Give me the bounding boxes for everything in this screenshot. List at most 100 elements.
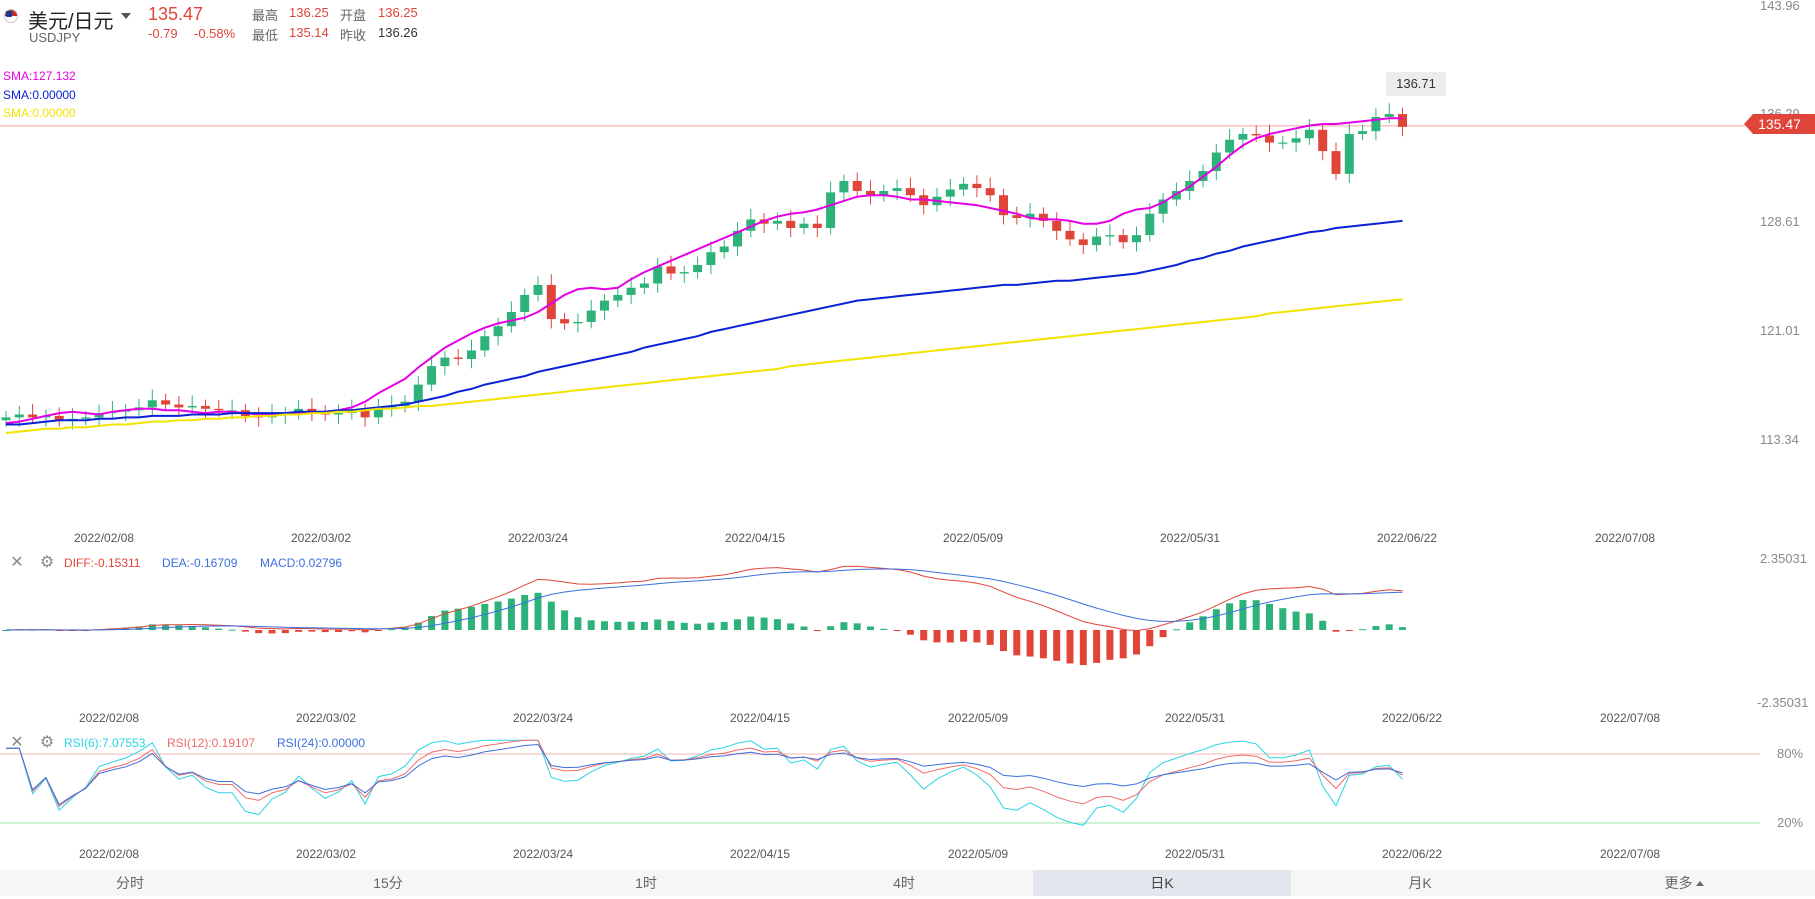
pair-name[interactable]: 美元/日元 (28, 11, 114, 33)
macd-bar (348, 630, 356, 632)
macd-bar (893, 630, 901, 631)
macd-bar (268, 630, 276, 634)
macd-bar (521, 594, 529, 630)
date-axis-label: 2022/02/08 (74, 531, 135, 545)
macd-bar (308, 630, 316, 632)
candle-body (586, 310, 596, 322)
candle-body (1278, 142, 1288, 144)
timeframe-tab-monthly[interactable]: 月K (1408, 875, 1432, 891)
macd-bar (906, 630, 914, 635)
symbol-code: USDJPY (29, 30, 81, 45)
macd-bar (175, 625, 183, 630)
candle-body (413, 384, 423, 402)
macd-bar (1332, 630, 1340, 632)
candle-body (799, 223, 809, 228)
candle-body (1038, 213, 1048, 221)
macd-bar (534, 592, 542, 630)
high-value: 136.25 (289, 5, 329, 20)
rsi-level-80: 80% (1777, 746, 1804, 761)
macd-bar (1226, 603, 1234, 630)
macd-bar (601, 621, 608, 630)
kline-chart[interactable] (0, 0, 1815, 870)
candle-body (653, 266, 663, 284)
macd-bar (388, 629, 396, 631)
candle-body (666, 266, 676, 274)
date-axis-label: 2022/03/24 (513, 847, 574, 861)
macd-bar (574, 617, 582, 630)
macd-bar (853, 623, 861, 630)
timeframe-tab-1h[interactable]: 1时 (635, 875, 657, 891)
chevron-down-icon[interactable] (121, 13, 131, 19)
macd-bar (840, 622, 848, 630)
macd-bar (1133, 630, 1140, 655)
date-axis-label: 2022/05/09 (948, 847, 1009, 861)
candle-body (905, 188, 915, 196)
macd-dea-label: DEA:-0.16709 (162, 556, 238, 570)
timeframe-tab-4h[interactable]: 4时 (893, 875, 915, 891)
macd-bar (920, 630, 928, 641)
macd-bar (1093, 630, 1101, 663)
macd-bar (1212, 609, 1220, 630)
candle-body (493, 326, 503, 337)
macd-diff-line (5, 565, 1403, 632)
macd-bar (1266, 603, 1273, 630)
timeframe-tab-daily[interactable]: 日K (1033, 870, 1291, 896)
rsi6-label: RSI(6):7.07553 (64, 736, 146, 750)
macd-bar (960, 630, 968, 642)
macd-bar (1359, 629, 1367, 631)
candle-body (733, 230, 742, 247)
date-axis-label: 2022/06/22 (1382, 847, 1443, 861)
candle-body (1225, 139, 1235, 153)
close-icon[interactable]: ✕ (10, 554, 24, 571)
open-value: 136.25 (378, 5, 418, 20)
macd-bar (587, 620, 595, 630)
macd-bar (760, 617, 768, 630)
macd-bar (468, 606, 475, 630)
candle-body (972, 183, 982, 189)
last-price: 135.47 (148, 4, 204, 24)
macd-bar (361, 630, 369, 633)
candle-body (1025, 213, 1035, 219)
gear-icon[interactable]: ⚙ (39, 734, 55, 751)
rsi24-label: RSI(24):0.00000 (277, 736, 366, 750)
macd-bar (494, 601, 502, 630)
candle-body (533, 284, 543, 295)
macd-axis-top: 2.35031 (1760, 551, 1807, 566)
sma-line (6, 219, 1403, 426)
candle-body (879, 190, 889, 196)
candle-body (1105, 235, 1115, 237)
date-axis-label: 2022/05/31 (1165, 711, 1226, 725)
macd-bar (973, 630, 981, 643)
macd-bar (1292, 611, 1300, 630)
timeframe-tab-15m[interactable]: 15分 (373, 875, 403, 891)
candle-body (613, 294, 623, 301)
candle-body (520, 294, 530, 312)
close-icon[interactable]: ✕ (10, 734, 24, 751)
gear-icon[interactable]: ⚙ (39, 554, 55, 571)
candle-body (1331, 151, 1341, 174)
candle-body (1251, 134, 1261, 136)
macd-bar (1106, 630, 1114, 660)
candle-body (307, 408, 317, 412)
candle-body (600, 300, 609, 311)
macd-bar (933, 630, 941, 643)
macd-bar (215, 628, 223, 630)
candle-body (506, 311, 516, 327)
macd-bar (1172, 629, 1180, 631)
macd-bar (188, 625, 196, 630)
timeframe-tab-tick[interactable]: 分时 (116, 875, 144, 891)
more-button[interactable]: 更多 (1549, 870, 1815, 896)
candle-body (1265, 135, 1274, 143)
price-axis-label: 128.61 (1760, 214, 1800, 229)
candle-body (999, 195, 1008, 216)
macd-bar (1199, 616, 1207, 630)
candle-body (1171, 190, 1181, 200)
date-axis-label: 2022/06/22 (1377, 531, 1438, 545)
candle-body (1291, 138, 1301, 143)
macd-bar (1239, 599, 1247, 630)
macd-bar (680, 622, 688, 630)
macd-axis-bottom: -2.35031 (1757, 695, 1809, 710)
date-axis-label: 2022/04/15 (730, 847, 791, 861)
timeframe-bar: 分时 15分 1时 4时 日K 月K 更多 (0, 870, 1815, 896)
sma-legend-1: SMA:127.132 (3, 69, 76, 83)
